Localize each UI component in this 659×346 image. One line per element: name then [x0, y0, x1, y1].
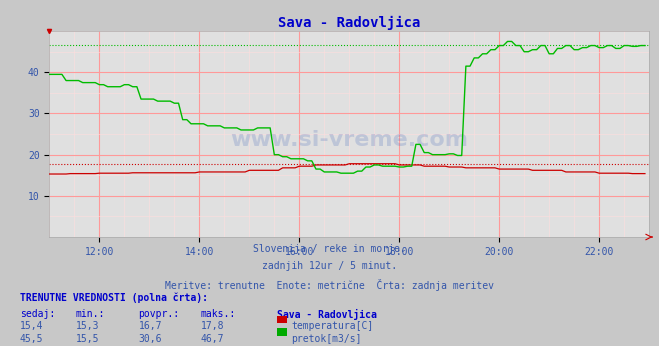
Text: 16,7: 16,7 [138, 321, 162, 331]
Text: 15,3: 15,3 [76, 321, 100, 331]
Text: Slovenija / reke in morje.: Slovenija / reke in morje. [253, 244, 406, 254]
Text: Sava - Radovljica: Sava - Radovljica [277, 309, 377, 320]
Text: www.si-vreme.com: www.si-vreme.com [0, 98, 3, 170]
Text: zadnjih 12ur / 5 minut.: zadnjih 12ur / 5 minut. [262, 261, 397, 271]
Text: 45,5: 45,5 [20, 334, 43, 344]
Text: 17,8: 17,8 [201, 321, 225, 331]
Text: sedaj:: sedaj: [20, 309, 55, 319]
Text: www.si-vreme.com: www.si-vreme.com [230, 130, 469, 150]
Text: min.:: min.: [76, 309, 105, 319]
Text: 15,4: 15,4 [20, 321, 43, 331]
Text: 46,7: 46,7 [201, 334, 225, 344]
Text: maks.:: maks.: [201, 309, 236, 319]
Text: pretok[m3/s]: pretok[m3/s] [291, 334, 362, 344]
Text: 15,5: 15,5 [76, 334, 100, 344]
Text: temperatura[C]: temperatura[C] [291, 321, 374, 331]
Text: 30,6: 30,6 [138, 334, 162, 344]
Text: TRENUTNE VREDNOSTI (polna črta):: TRENUTNE VREDNOSTI (polna črta): [20, 292, 208, 303]
Text: Meritve: trenutne  Enote: metrične  Črta: zadnja meritev: Meritve: trenutne Enote: metrične Črta: … [165, 279, 494, 291]
Title: Sava - Radovljica: Sava - Radovljica [278, 16, 420, 30]
Text: povpr.:: povpr.: [138, 309, 179, 319]
